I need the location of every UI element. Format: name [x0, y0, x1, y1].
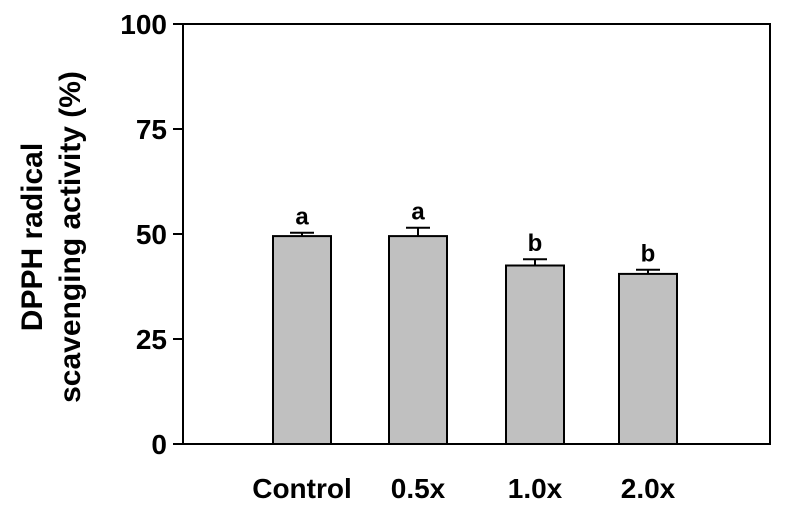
significance-label: a: [411, 199, 425, 226]
y-axis-title-line-2: scavenging activity (%): [54, 71, 87, 403]
y-tick-label: 75: [136, 114, 167, 145]
significance-label: b: [528, 230, 543, 257]
x-tick-label: Control: [252, 473, 352, 504]
plot-area: 0 25 50 75 100 a Control a 0.5x b 1.0x b 2.0x: [120, 9, 771, 504]
bar: [618, 272, 678, 445]
y-axis-title-line-1: DPPH radical: [16, 143, 49, 331]
y-tick-label: 0: [151, 429, 167, 460]
x-tick-label: 0.5x: [391, 473, 446, 504]
x-tick-label: 1.0x: [508, 473, 563, 504]
bar: [388, 235, 448, 445]
x-tick-label: 2.0x: [621, 473, 676, 504]
y-tick-label: 50: [136, 219, 167, 250]
y-tick-label: 25: [136, 324, 167, 355]
bar: [505, 264, 565, 445]
significance-label: a: [295, 204, 309, 231]
bar: [272, 235, 332, 445]
plot-frame: [182, 23, 771, 445]
y-axis-title: DPPH radical scavenging activity (%): [16, 71, 87, 403]
y-tick-label: 100: [120, 9, 167, 40]
significance-label: b: [641, 241, 656, 268]
